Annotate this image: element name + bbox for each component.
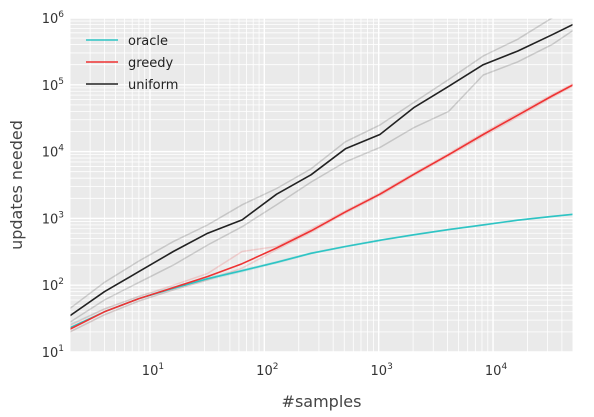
- band-low-uniform: [70, 29, 573, 323]
- y-tick-label: 104: [42, 144, 65, 161]
- legend-label-uniform: uniform: [128, 78, 178, 93]
- band-high-uniform: [70, 18, 556, 309]
- plot-background: [70, 18, 573, 352]
- y-tick-label: 102: [42, 277, 64, 294]
- x-tick-label: 102: [256, 362, 278, 379]
- y-tick-label: 105: [42, 77, 64, 94]
- series-line-greedy: [70, 84, 573, 330]
- band-low-greedy: [70, 85, 573, 333]
- x-tick-labels: 101 102 103 104: [142, 362, 508, 379]
- y-tick-labels: 101 102 103 104 105 106: [42, 10, 65, 361]
- series-lines: [70, 23, 573, 330]
- legend: oracle greedy uniform: [86, 34, 178, 93]
- x-tick-label: 104: [485, 362, 508, 379]
- y-tick-label: 101: [42, 344, 64, 361]
- y-tick-label: 106: [42, 10, 65, 27]
- x-tick-label: 103: [371, 362, 393, 379]
- legend-label-greedy: greedy: [128, 56, 174, 71]
- band-high-greedy: [70, 83, 573, 327]
- x-axis-label: #samples: [282, 392, 362, 411]
- y-tick-label: 103: [42, 210, 64, 227]
- series-line-uniform: [70, 23, 573, 317]
- y-axis-label: updates needed: [7, 120, 26, 250]
- legend-label-oracle: oracle: [128, 34, 168, 49]
- x-tick-label: 101: [142, 362, 164, 379]
- plot-frame: [69, 17, 574, 353]
